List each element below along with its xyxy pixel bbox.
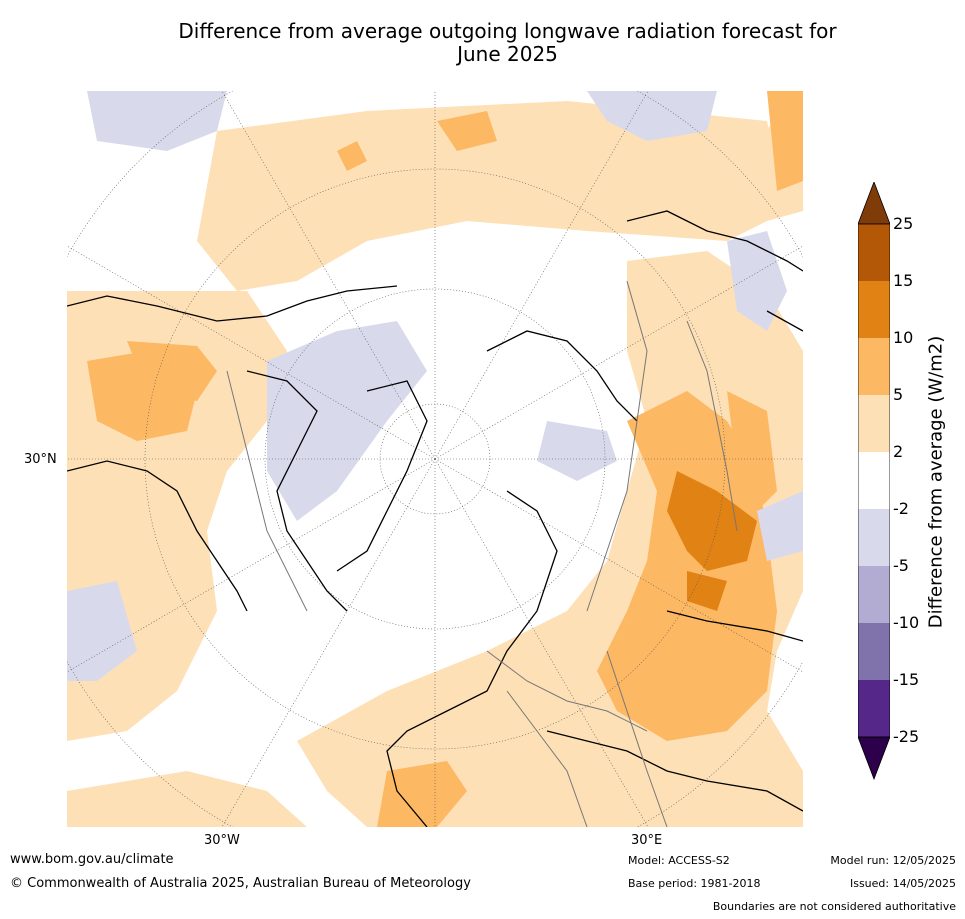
colorbar-segment-10-15 bbox=[858, 281, 890, 338]
colorbar-tick: -5 bbox=[893, 556, 909, 575]
issued-text: Issued: 14/05/2025 bbox=[849, 877, 956, 890]
map-svg bbox=[67, 91, 803, 827]
colorbar-segment-m5-m10 bbox=[858, 566, 890, 623]
anomaly-5-10 bbox=[87, 91, 803, 827]
colorbar-tick: 2 bbox=[893, 442, 904, 461]
title-line-2: June 2025 bbox=[457, 42, 558, 66]
colorbar-tick: -15 bbox=[893, 670, 920, 689]
colorbar-tick: 25 bbox=[893, 214, 914, 233]
polar-map bbox=[67, 91, 803, 827]
colorbar-segment-m10-m15 bbox=[858, 623, 890, 680]
country-boundaries bbox=[226, 280, 738, 827]
colorbar-extend-high bbox=[858, 182, 890, 225]
colorbar-tick: -10 bbox=[893, 613, 920, 632]
map-title: Difference from average outgoing longwav… bbox=[60, 20, 955, 66]
disclaimer-text: Boundaries are not considered authoritat… bbox=[712, 900, 956, 913]
colorbar-tick: 5 bbox=[893, 385, 904, 404]
colorbar-segment-2-5 bbox=[858, 395, 890, 452]
colorbar-segment-m15-m25 bbox=[858, 680, 890, 737]
colorbar-tick: -2 bbox=[893, 499, 909, 518]
lat-label-30n: 30°N bbox=[24, 452, 57, 467]
colorbar-segment-neutral bbox=[858, 452, 890, 509]
colorbar bbox=[858, 182, 890, 781]
model-text: Model: ACCESS-S2 bbox=[628, 854, 730, 867]
lon-label-30e: 30°E bbox=[631, 833, 663, 848]
anomaly-m2-m5 bbox=[67, 91, 803, 681]
colorbar-outline bbox=[858, 223, 890, 738]
copyright-text: © Commonwealth of Australia 2025, Austra… bbox=[10, 876, 471, 891]
colorbar-label: Difference from average (W/m2) bbox=[925, 335, 947, 629]
colorbar-tick: 10 bbox=[893, 328, 914, 347]
website-link[interactable]: www.bom.gov.au/climate bbox=[10, 852, 174, 867]
base-period-text: Base period: 1981-2018 bbox=[628, 877, 761, 890]
colorbar-segment-m2-m5 bbox=[858, 509, 890, 566]
colorbar-segment-15-25 bbox=[858, 224, 890, 281]
colorbar-tick: 15 bbox=[893, 271, 914, 290]
lon-label-30w: 30°W bbox=[204, 833, 240, 848]
colorbar-segment-5-10 bbox=[858, 338, 890, 395]
title-line-1: Difference from average outgoing longwav… bbox=[178, 19, 837, 43]
graticule bbox=[67, 91, 803, 827]
anomaly-10-15 bbox=[667, 471, 757, 611]
colorbar-extend-low bbox=[858, 736, 890, 781]
colorbar-tick: -25 bbox=[893, 727, 920, 746]
coastlines bbox=[67, 210, 803, 827]
model-run-text: Model run: 12/05/2025 bbox=[830, 854, 956, 867]
